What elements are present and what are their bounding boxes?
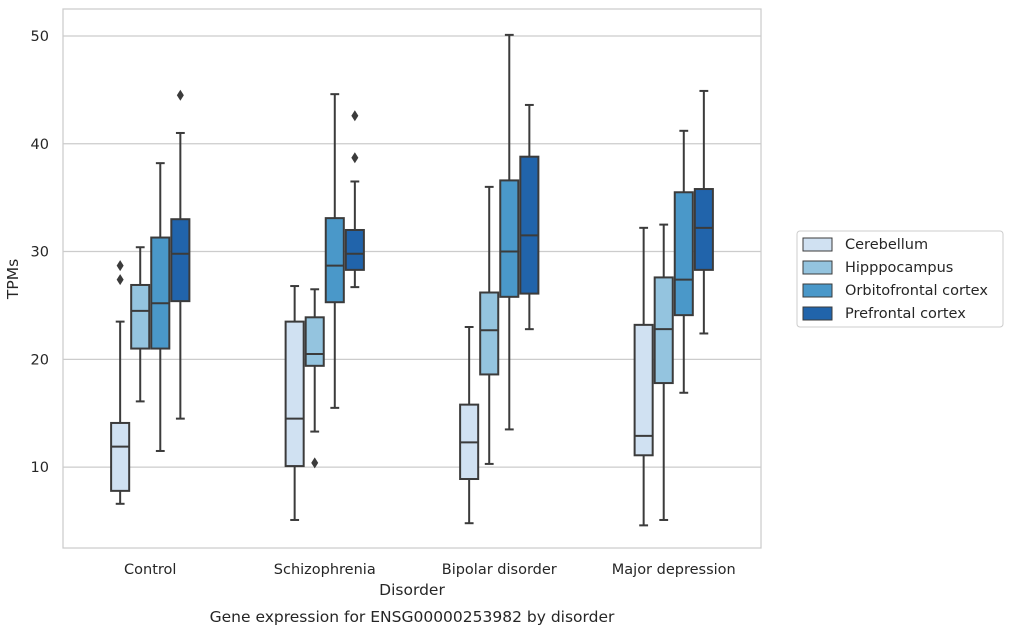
box-iqr bbox=[673, 191, 694, 317]
box-iqr bbox=[130, 283, 151, 350]
y-tick-label: 30 bbox=[31, 245, 49, 261]
x-axis-title: Disorder bbox=[379, 581, 445, 599]
box-element bbox=[673, 129, 694, 394]
outlier-point bbox=[351, 110, 359, 122]
box-iqr bbox=[284, 320, 305, 468]
y-tick-label: 40 bbox=[31, 137, 49, 153]
box-element bbox=[499, 33, 520, 431]
box-iqr bbox=[324, 217, 345, 304]
box-element bbox=[130, 246, 151, 403]
legend-swatch bbox=[802, 306, 833, 321]
legend-label: Orbitofrontal cortex bbox=[845, 283, 988, 299]
box-element bbox=[304, 288, 325, 469]
x-tick-label: Control bbox=[124, 562, 176, 578]
box-element bbox=[519, 103, 540, 331]
outlier-point bbox=[176, 89, 184, 101]
box-element bbox=[693, 89, 714, 335]
legend-label: Cerebellum bbox=[845, 237, 928, 253]
figure-caption: Gene expression for ENSG00000253982 by d… bbox=[210, 608, 615, 626]
y-tick-label: 50 bbox=[31, 29, 49, 45]
box-element bbox=[479, 185, 500, 465]
legend-label: Hipppocampus bbox=[845, 260, 953, 276]
box-iqr bbox=[693, 188, 714, 271]
x-tick-labels: Control Schizophrenia Bipolar disorder Majo… bbox=[124, 562, 736, 578]
y-axis-title: TPMs bbox=[4, 259, 22, 300]
boxes-group bbox=[110, 33, 714, 527]
box-iqr bbox=[344, 228, 365, 271]
box-element bbox=[110, 260, 131, 505]
box-element bbox=[284, 285, 305, 521]
box-element bbox=[459, 326, 480, 525]
box-element bbox=[633, 226, 654, 527]
y-tick-labels: 10 20 30 40 50 bbox=[31, 29, 49, 476]
box-element bbox=[170, 89, 191, 420]
box-iqr bbox=[633, 323, 654, 457]
x-tick-label: Bipolar disorder bbox=[442, 562, 557, 578]
box-iqr bbox=[110, 421, 131, 492]
box-element bbox=[653, 223, 674, 521]
outlier-point bbox=[116, 260, 124, 272]
box-iqr bbox=[170, 218, 191, 303]
box-iqr bbox=[653, 276, 674, 385]
box-iqr bbox=[304, 316, 325, 367]
outlier-point bbox=[351, 152, 359, 164]
y-tick-label: 20 bbox=[31, 352, 49, 368]
outlier-point bbox=[311, 457, 319, 469]
box-iqr bbox=[150, 236, 171, 350]
legend-frame bbox=[796, 230, 1004, 328]
box-iqr bbox=[479, 291, 500, 376]
box-iqr bbox=[519, 155, 540, 295]
legend-swatch bbox=[802, 237, 833, 252]
y-tick-label: 10 bbox=[31, 460, 49, 476]
legend: Cerebellum Hipppocampus Orbitofrontal cort… bbox=[796, 230, 1004, 328]
box-iqr bbox=[499, 179, 520, 298]
x-tick-label: Major depression bbox=[612, 562, 736, 578]
box-element bbox=[324, 93, 345, 409]
legend-swatch bbox=[802, 283, 833, 298]
legend-swatch bbox=[802, 260, 833, 275]
box-element bbox=[344, 110, 365, 289]
box-element bbox=[150, 162, 171, 452]
legend-label: Prefrontal cortex bbox=[845, 306, 966, 322]
plot-area-frame bbox=[62, 8, 762, 549]
x-tick-label: Schizophrenia bbox=[274, 562, 376, 578]
outlier-point bbox=[116, 274, 124, 286]
